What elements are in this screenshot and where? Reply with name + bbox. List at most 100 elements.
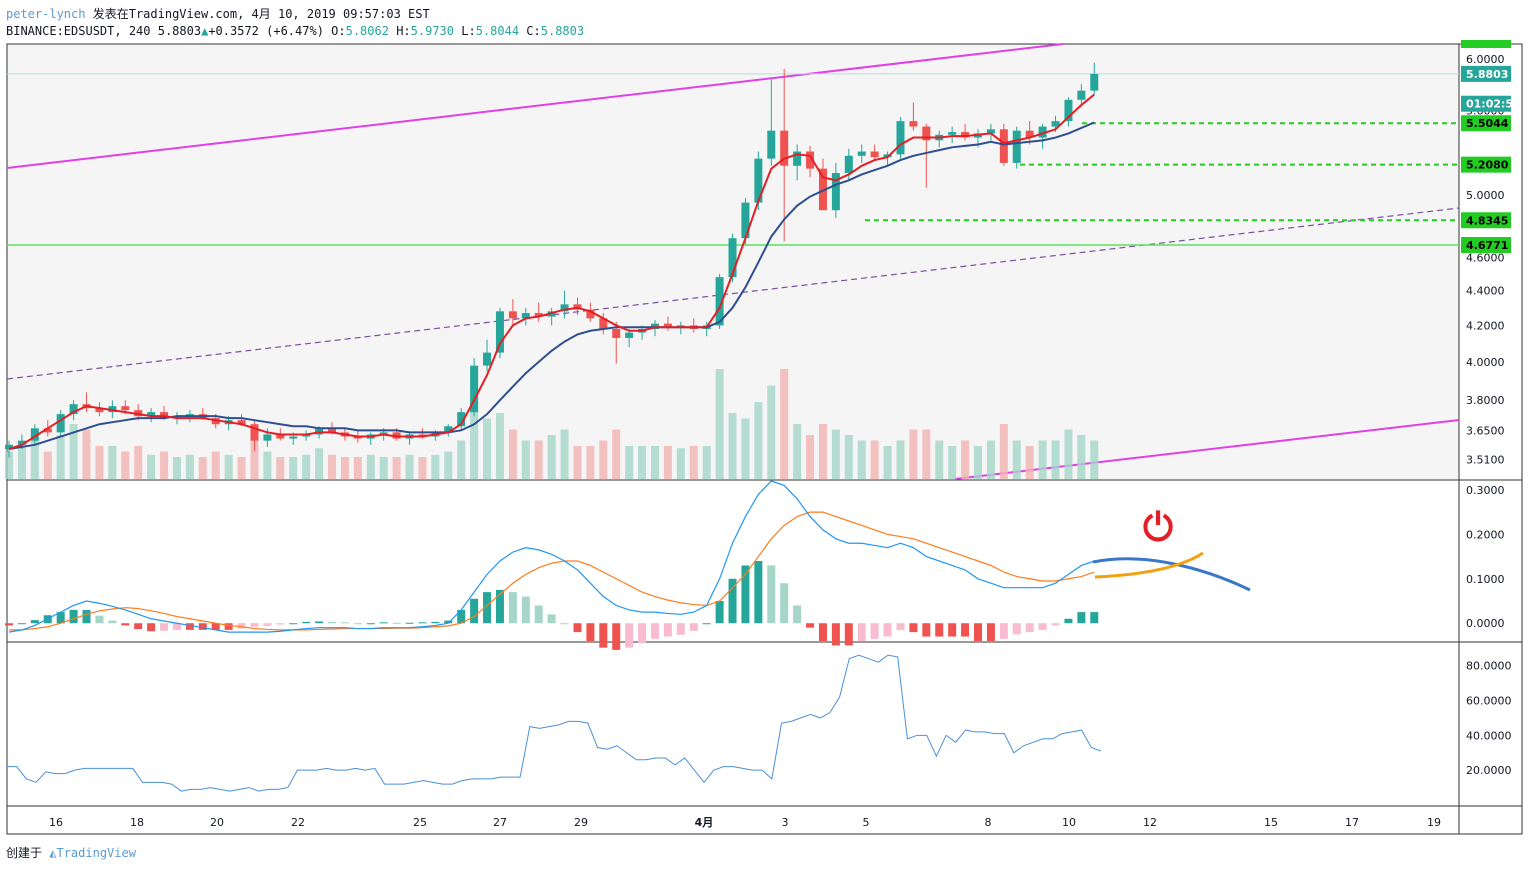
macd-histogram-bar <box>1064 618 1073 624</box>
volume-bar <box>495 413 504 479</box>
volume-bar <box>689 446 698 479</box>
volume-bar <box>56 435 65 479</box>
macd-histogram-bar <box>612 623 621 650</box>
macd-histogram-bar <box>586 623 595 641</box>
time-axis: 16 18 20 22 25 27 29 4月 3 5 8 10 12 15 17 19 <box>49 816 1441 829</box>
macd-histogram-bar <box>263 623 272 626</box>
candle-body <box>767 130 776 159</box>
price-label: 5.8803 <box>1466 68 1508 81</box>
macd-histogram-bar <box>315 621 324 624</box>
macd-histogram-bar <box>1038 623 1047 630</box>
volume-bar <box>444 451 453 479</box>
macd-histogram-bar <box>741 565 750 624</box>
volume-bar <box>211 451 220 479</box>
candle-body <box>1077 90 1086 100</box>
candle-body <box>961 132 970 138</box>
candle-body <box>302 434 311 437</box>
macd-histogram-bar <box>663 623 672 637</box>
volume-bar <box>961 440 970 479</box>
candle-body <box>5 444 13 450</box>
volume-bar <box>276 457 285 479</box>
macd-histogram-bar <box>806 623 815 628</box>
candle-body <box>534 313 543 317</box>
chart-border <box>6 43 1523 835</box>
candle-body <box>844 155 853 173</box>
time-tick-label: 10 <box>1062 816 1076 829</box>
macd-histogram-bar <box>302 621 311 624</box>
volume-bar <box>431 454 440 479</box>
ema-fast-line <box>8 93 1095 450</box>
macd-histogram-bar <box>457 609 466 624</box>
volume-bar <box>599 440 608 479</box>
macd-histogram-bar <box>870 623 879 639</box>
macd-histogram-bar <box>5 623 13 626</box>
candle-body <box>483 352 492 366</box>
volume-bar <box>638 446 647 479</box>
ohlc-line: BINANCE:EDSUSDT, 240 5.8803▲+0.3572 (+6.… <box>6 23 584 40</box>
volume-bar <box>793 424 802 479</box>
candle-body <box>715 277 724 326</box>
macd-histogram-bar <box>340 622 349 624</box>
volume-bar <box>392 457 401 479</box>
volume-bar <box>185 454 194 479</box>
macd-histogram-bar <box>651 623 659 639</box>
macd-tick-label: 0.3000 <box>1466 484 1505 497</box>
volume-bar <box>5 451 13 479</box>
macd-histogram-bar <box>780 583 789 624</box>
price-tick-label: 4.4000 <box>1466 285 1505 298</box>
open-value: 5.8062 <box>345 24 389 38</box>
candle-body <box>1012 130 1021 163</box>
price-tick-label: 6.0000 <box>1466 53 1505 66</box>
volume-bar <box>844 435 853 479</box>
macd-histogram-bar <box>431 621 440 624</box>
candle-body <box>1064 99 1073 122</box>
volume-bar <box>340 457 349 479</box>
open-label: O: <box>331 24 346 38</box>
time-tick-label: 29 <box>574 816 588 829</box>
candle-body <box>883 154 892 158</box>
macd-histogram-bar <box>276 623 285 625</box>
volume-bar <box>935 440 944 479</box>
channel-midline <box>6 207 1460 380</box>
candle-body <box>30 428 39 441</box>
drawing-projection-orange <box>1094 551 1204 579</box>
up-arrow-icon: ▲ <box>201 24 209 38</box>
volume-bar <box>780 369 789 479</box>
candle-body <box>741 202 750 239</box>
macd-histogram-bar <box>793 605 802 624</box>
close-value: 5.8803 <box>540 24 585 38</box>
volume-bar <box>922 429 931 479</box>
time-tick-label: 16 <box>49 816 63 829</box>
candle-body <box>780 130 789 166</box>
macd-histogram-bar <box>418 622 427 624</box>
candle-body <box>418 434 427 437</box>
candle-body <box>495 311 504 353</box>
macd-histogram-bar <box>379 622 388 624</box>
volume-bar <box>69 424 78 479</box>
price-tick-label: 4.6000 <box>1466 251 1505 264</box>
volume-bar <box>702 446 711 479</box>
candle-body <box>612 328 621 338</box>
tradingview-brand[interactable]: TradingView <box>56 846 136 860</box>
candle-body <box>728 238 737 278</box>
volume-bar <box>857 440 866 479</box>
high-value: 5.9730 <box>410 24 455 38</box>
volume-bar <box>108 446 117 479</box>
volume-bar <box>612 429 621 479</box>
price-label-box <box>1461 40 1511 48</box>
author-link[interactable]: peter-lynch <box>6 7 86 21</box>
volume-bar <box>534 440 543 479</box>
volume-bar <box>508 429 517 479</box>
volume-bar <box>1012 440 1021 479</box>
macd-histogram-bar <box>250 623 259 627</box>
macd-tick-label: 0.1000 <box>1466 573 1505 586</box>
volume-bar <box>767 385 776 479</box>
candle-body <box>1051 121 1060 127</box>
macd-histogram-bar <box>1051 623 1060 626</box>
candle-body <box>909 121 918 127</box>
macd-histogram-bar <box>521 596 530 624</box>
macd-histogram-bar <box>121 623 130 626</box>
volume-bar <box>483 418 492 479</box>
macd-histogram-bar <box>108 620 117 624</box>
